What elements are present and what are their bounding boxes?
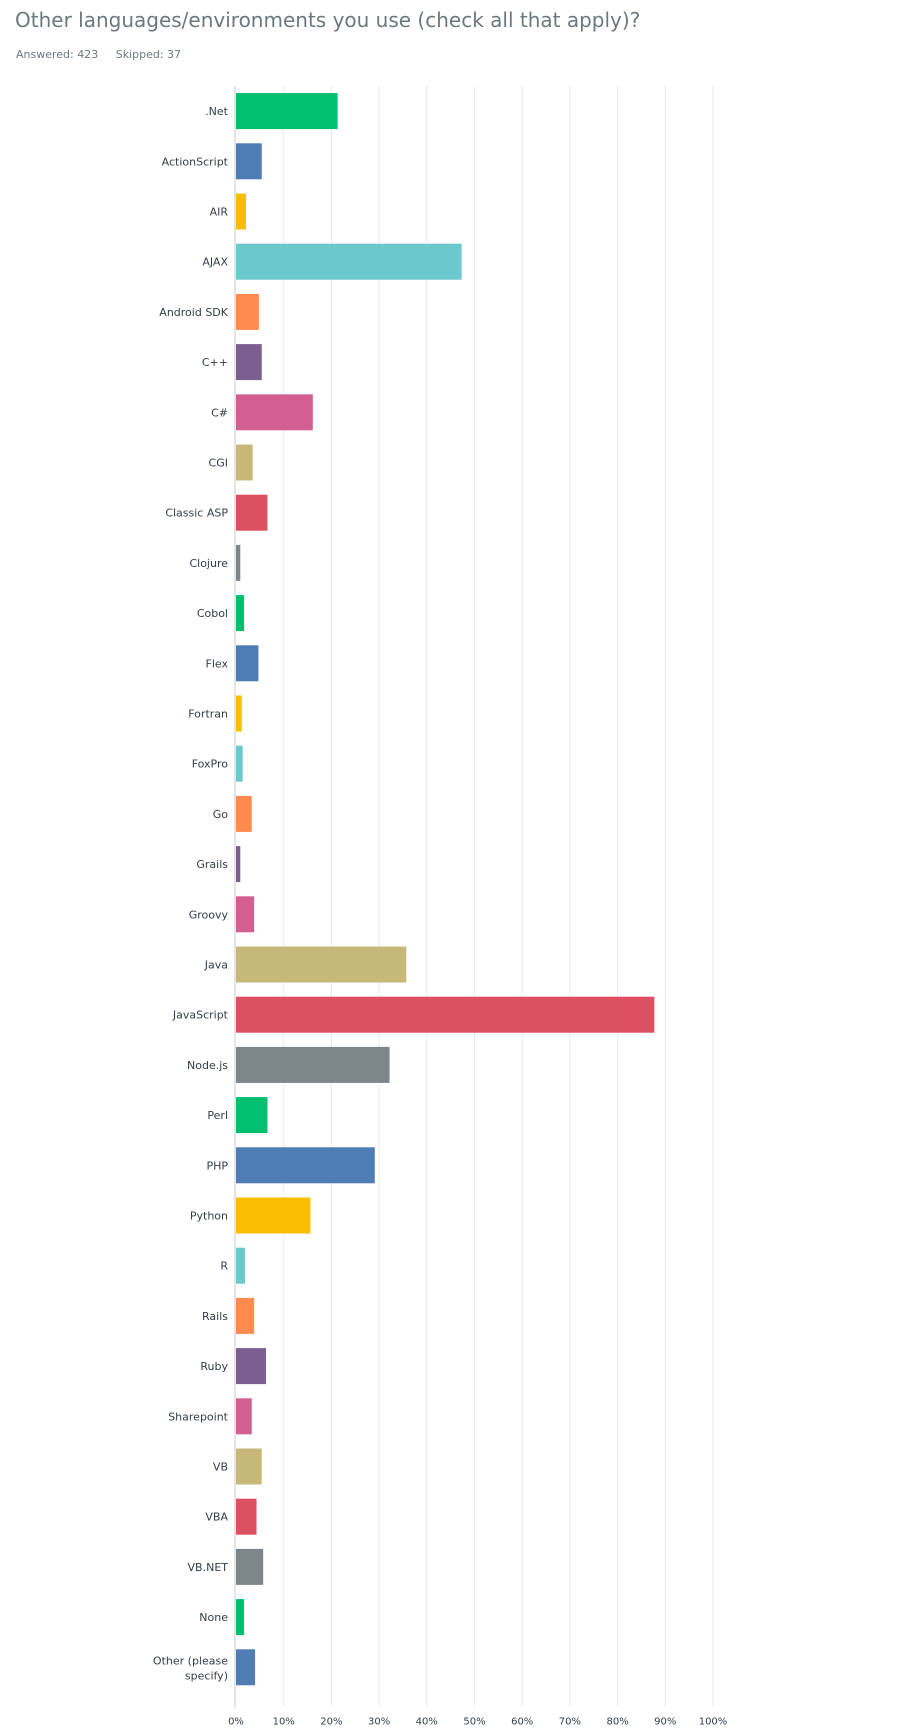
- bars: [236, 93, 655, 1686]
- category-label: JavaScript: [172, 1009, 229, 1022]
- bar[interactable]: [236, 846, 241, 883]
- category-label: Groovy: [189, 908, 229, 921]
- category-label: Android SDK: [159, 306, 228, 319]
- category-label: VB: [213, 1461, 228, 1474]
- bar[interactable]: [236, 1247, 246, 1284]
- bar[interactable]: [236, 193, 247, 230]
- bar[interactable]: [236, 1147, 375, 1184]
- bar[interactable]: [236, 544, 241, 581]
- response-stats: Answered: 423 Skipped: 37: [16, 48, 195, 61]
- bar[interactable]: [236, 1498, 257, 1535]
- category-label: Other (please specify): [153, 1654, 228, 1682]
- x-tick-label: 80%: [606, 1716, 628, 1727]
- category-label: AJAX: [202, 256, 228, 269]
- x-axis-ticks: 0% 10% 20% 30% 40% 50% 60% 70% 80% 90% 100%: [228, 1716, 727, 1727]
- category-labels: .Net ActionScript AIR AJAX Android SDK C++ C# C…: [153, 105, 229, 1682]
- category-label: Go: [213, 808, 229, 821]
- category-label: Classic ASP: [165, 507, 228, 520]
- x-tick-label: 100%: [699, 1716, 728, 1727]
- category-label: AIR: [210, 206, 229, 219]
- bar[interactable]: [236, 896, 255, 933]
- bar[interactable]: [236, 1348, 267, 1385]
- x-tick-label: 20%: [320, 1716, 342, 1727]
- x-tick-label: 60%: [511, 1716, 533, 1727]
- gridlines: [283, 86, 714, 1707]
- category-label: Flex: [206, 657, 229, 670]
- category-label: Java: [204, 959, 228, 972]
- skipped-count: Skipped: 37: [115, 48, 182, 61]
- category-label: ActionScript: [162, 155, 229, 168]
- x-tick-label: 40%: [416, 1716, 438, 1727]
- bar[interactable]: [236, 946, 407, 983]
- category-label: Node.js: [187, 1059, 228, 1072]
- category-label: VB.NET: [188, 1561, 229, 1574]
- category-label: .Net: [205, 105, 228, 118]
- bar[interactable]: [236, 243, 462, 280]
- bar[interactable]: [236, 1649, 256, 1686]
- category-label: Rails: [202, 1310, 228, 1323]
- x-tick-label: 0%: [228, 1716, 244, 1727]
- category-label: R: [220, 1260, 228, 1273]
- bar[interactable]: [236, 1046, 390, 1083]
- category-label: Ruby: [200, 1360, 228, 1373]
- category-label: Fortran: [188, 708, 228, 721]
- category-label: Sharepoint: [168, 1410, 228, 1423]
- bar[interactable]: [236, 1398, 252, 1435]
- bar[interactable]: [236, 695, 242, 732]
- category-label: FoxPro: [192, 758, 229, 771]
- bar[interactable]: [236, 645, 259, 682]
- category-label: Perl: [207, 1109, 228, 1122]
- bar[interactable]: [236, 344, 262, 381]
- bar[interactable]: [236, 293, 259, 330]
- x-tick-label: 90%: [654, 1716, 676, 1727]
- bar[interactable]: [236, 494, 268, 531]
- x-tick-label: 10%: [273, 1716, 295, 1727]
- category-label: Cobol: [197, 607, 228, 620]
- category-label: VBA: [205, 1511, 228, 1524]
- bar[interactable]: [236, 394, 313, 431]
- bar[interactable]: [236, 996, 655, 1033]
- category-label: PHP: [206, 1159, 228, 1172]
- bar[interactable]: [236, 444, 253, 481]
- question-title: Other languages/environments you use (ch…: [15, 8, 641, 32]
- category-label: C#: [211, 406, 228, 419]
- x-tick-label: 30%: [368, 1716, 390, 1727]
- bar[interactable]: [236, 795, 252, 832]
- bar[interactable]: [236, 1197, 311, 1234]
- bar[interactable]: [236, 745, 243, 782]
- bar[interactable]: [236, 143, 262, 180]
- bar[interactable]: [236, 1297, 255, 1334]
- category-label: C++: [202, 356, 228, 369]
- category-label: Clojure: [189, 557, 228, 570]
- category-label: Python: [190, 1210, 228, 1223]
- category-label: Grails: [196, 858, 228, 871]
- answered-count: Answered: 423: [16, 48, 99, 61]
- bar[interactable]: [236, 1097, 268, 1134]
- category-label: CGI: [209, 457, 228, 470]
- x-tick-label: 70%: [559, 1716, 581, 1727]
- bar[interactable]: [236, 1548, 264, 1585]
- bar[interactable]: [236, 595, 245, 632]
- bar[interactable]: [236, 1448, 262, 1485]
- x-tick-label: 50%: [463, 1716, 485, 1727]
- bar[interactable]: [236, 93, 338, 130]
- bar[interactable]: [236, 1599, 245, 1636]
- category-label: None: [199, 1611, 228, 1624]
